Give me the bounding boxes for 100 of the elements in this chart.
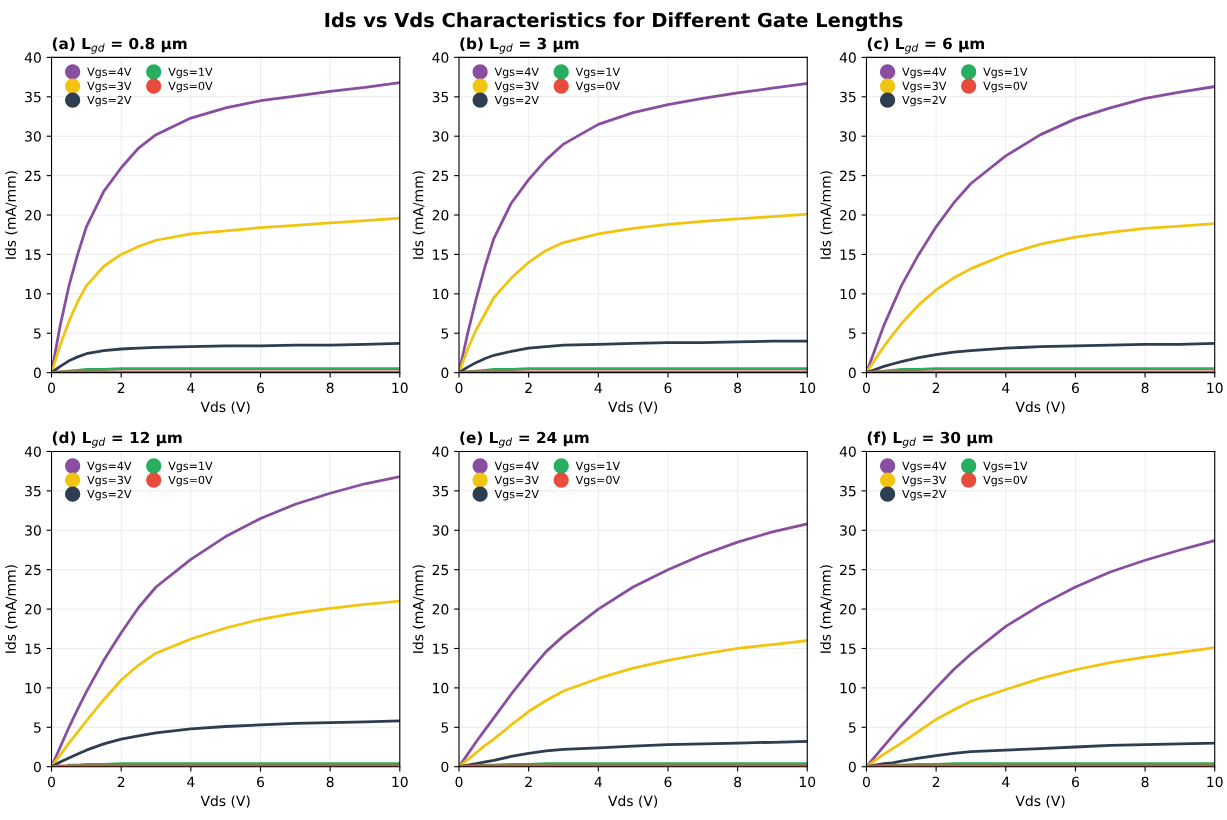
legend-label: Vgs=2V [87,489,132,501]
x-tick-label: 0 [48,776,56,788]
legend-label: Vgs=1V [168,461,213,473]
legend-label: Vgs=2V [87,95,132,107]
x-tick-label: 2 [117,382,125,393]
legend-label: Vgs=4V [902,461,947,473]
legend-label: Vgs=3V [87,475,132,487]
x-tick-label: 2 [525,776,532,787]
y-tick-label: 30 [840,525,856,536]
y-tick-label: 35 [25,91,41,103]
legend-label: Vgs=3V [87,81,132,93]
x-tick-label: 6 [257,382,265,394]
y-axis-title: Ids (mA/mm) [820,171,833,259]
legend-label: Vgs=1V [983,461,1028,473]
y-tick-label: 35 [432,485,449,497]
x-tick-label: 10 [1207,382,1223,394]
x-tick-label: 4 [1002,776,1010,787]
y-tick-label: 40 [839,446,856,457]
y-tick-label: 10 [433,288,449,300]
x-tick-label: 6 [1071,382,1079,394]
y-tick-label: 0 [441,367,449,379]
x-tick-label: 2 [525,382,532,393]
y-tick-label: 30 [25,525,41,536]
x-tick-label: 10 [1207,776,1223,788]
y-tick-label: 25 [840,170,856,182]
chart-title: (b) L$_{gd}$ = 3 µm [460,37,579,54]
text: Ids vs Vds Characteristics for Different Gate Lengths [325,12,903,32]
x-tick-label: 10 [799,382,816,394]
y-tick-label: 25 [432,564,449,576]
y-tick-label: 30 [432,131,449,142]
legend-label: Vgs=4V [494,67,539,79]
y-tick-label: 40 [432,446,449,457]
y-tick-label: 40 [432,52,449,63]
y-tick-label: 15 [433,249,449,260]
y-axis-title: Ids (mA/mm) [412,565,425,653]
y-tick-label: 20 [432,604,449,615]
x-axis-title: Vds (V) [608,401,658,414]
y-tick-label: 40 [24,52,41,63]
y-tick-label: 35 [840,485,856,497]
x-tick-label: 4 [187,382,195,393]
chart-title: (f) L$_{gd}$ = 30 µm [867,431,993,448]
x-tick-label: 4 [1002,382,1010,393]
x-tick-label: 4 [594,776,602,787]
y-tick-label: 25 [432,170,449,182]
legend-label: Vgs=3V [494,475,539,487]
legend-label: Vgs=0V [575,81,620,93]
y-tick-label: 25 [840,564,856,576]
x-tick-label: 8 [326,776,334,788]
y-tick-label: 30 [25,131,41,142]
y-tick-label: 20 [432,209,449,221]
y-tick-label: 0 [33,761,41,773]
x-tick-label: 0 [455,776,463,788]
x-tick-label: 8 [1141,776,1149,788]
x-tick-label: 0 [862,382,870,394]
x-tick-label: 2 [117,776,125,787]
x-tick-label: 0 [862,776,870,788]
x-tick-label: 10 [392,776,408,788]
y-tick-label: 30 [840,131,856,142]
y-tick-label: 5 [441,328,449,339]
legend-label: Vgs=0V [983,81,1028,93]
x-axis-title: Vds (V) [200,401,250,414]
y-tick-label: 0 [441,761,449,773]
x-tick-label: 2 [932,382,940,393]
x-tick-label: 10 [799,776,816,788]
legend-label: Vgs=4V [494,461,539,473]
y-tick-label: 15 [433,643,449,654]
y-tick-label: 15 [840,249,856,260]
y-tick-label: 15 [840,643,856,654]
y-tick-label: 40 [839,52,856,63]
y-tick-label: 25 [25,170,41,182]
y-tick-label: 0 [33,367,41,379]
x-tick-label: 8 [1141,382,1149,394]
y-tick-label: 40 [24,446,41,457]
y-axis-title: Ids (mA/mm) [5,565,18,653]
x-tick-label: 6 [257,776,265,788]
legend-label: Vgs=0V [168,81,213,93]
legend-label: Vgs=0V [168,475,213,487]
y-tick-label: 20 [840,604,856,615]
y-axis-title: Ids (mA/mm) [5,171,18,259]
legend-label: Vgs=1V [575,461,620,473]
y-axis-title: Ids (mA/mm) [820,565,833,653]
x-tick-label: 4 [594,382,602,393]
y-tick-label: 25 [25,564,41,576]
y-tick-label: 35 [25,485,41,497]
legend-label: Vgs=0V [983,475,1028,487]
chart-title: (d) L$_{gd}$ = 12 µm [52,431,182,448]
legend-label: Vgs=3V [494,81,539,93]
y-tick-label: 5 [34,328,41,339]
x-tick-label: 8 [326,382,334,394]
legend-label: Vgs=2V [902,95,947,107]
legend-label: Vgs=4V [902,67,947,79]
x-tick-label: 6 [664,382,672,394]
y-tick-label: 5 [441,722,449,733]
y-tick-label: 5 [848,722,856,733]
x-axis-title: Vds (V) [200,795,250,808]
y-tick-label: 35 [840,91,856,103]
y-tick-label: 10 [25,682,41,694]
y-tick-label: 10 [433,682,449,694]
x-axis-title: Vds (V) [1015,401,1065,414]
x-tick-label: 6 [1071,776,1079,788]
